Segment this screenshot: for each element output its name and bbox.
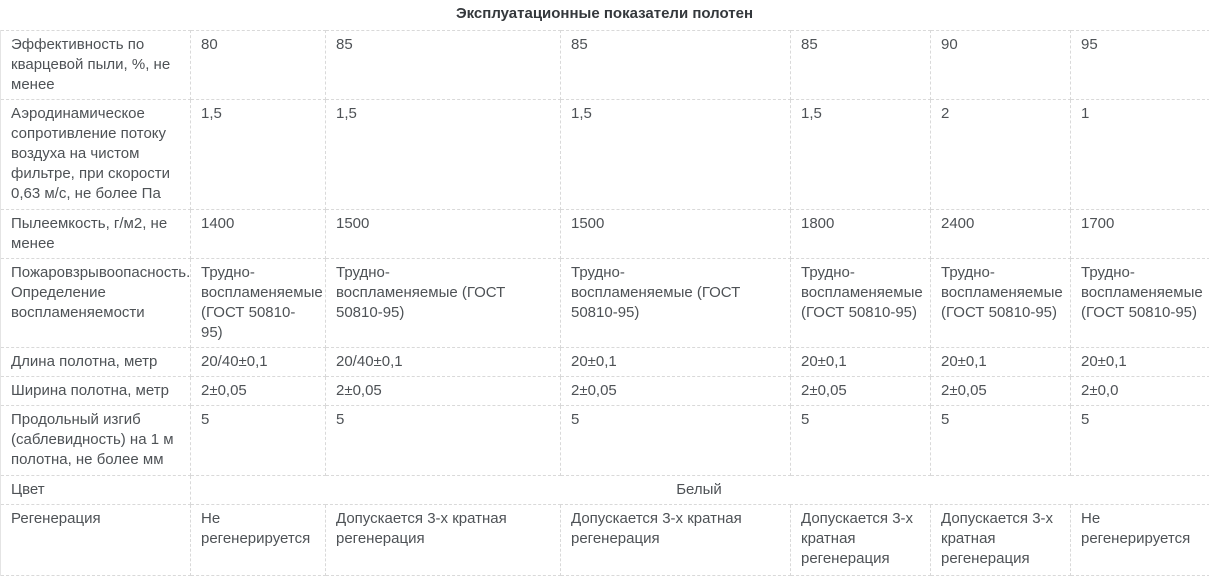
cell-value: Трудно- воспламеняемые (ГОСТ 50810-95) <box>1071 259 1209 348</box>
properties-table: Эффективность по кварцевой пыли, %, не м… <box>0 30 1209 576</box>
cell-value: 5 <box>561 406 791 476</box>
table-row-length: Длина полотна, метр 20/40±0,1 20/40±0,1 … <box>1 348 1209 377</box>
cell-value: 5 <box>931 406 1071 476</box>
row-label: Регенерация <box>1 505 191 576</box>
cell-value: 20/40±0,1 <box>326 348 561 377</box>
cell-value: 90 <box>931 31 1071 100</box>
row-label: Пылеемкость, г/м2, не менее <box>1 210 191 259</box>
page-title: Эксплуатационные показатели полотен <box>0 0 1209 30</box>
cell-value: 1400 <box>191 210 326 259</box>
cell-value: 2±0,05 <box>561 377 791 406</box>
table-row-efficiency: Эффективность по кварцевой пыли, %, не м… <box>1 31 1209 100</box>
cell-value: Трудно- воспламеняемые (ГОСТ 50810-95) <box>931 259 1071 348</box>
cell-value: 1,5 <box>561 100 791 210</box>
table-row-dust-capacity: Пылеемкость, г/м2, не менее 1400 1500 15… <box>1 210 1209 259</box>
cell-value: Не регенерируется <box>1071 505 1209 576</box>
cell-value: 2 <box>931 100 1071 210</box>
cell-value: 80 <box>191 31 326 100</box>
cell-value: Трудно- воспламеняемые (ГОСТ 50810-95) <box>561 259 791 348</box>
cell-value: 1,5 <box>191 100 326 210</box>
cell-value: 5 <box>1071 406 1209 476</box>
cell-value: Допускается 3-х кратная регенерация <box>561 505 791 576</box>
table-row-aerodynamic-resistance: Аэродинамическое сопротивление потоку во… <box>1 100 1209 210</box>
table-row-color: Цвет Белый <box>1 476 1209 505</box>
cell-value: 1 <box>1071 100 1209 210</box>
cell-value: 2±0,05 <box>191 377 326 406</box>
cell-value-merged: Белый <box>191 476 1209 505</box>
cell-value: 1,5 <box>791 100 931 210</box>
cell-value: 2±0,05 <box>931 377 1071 406</box>
cell-value: 1800 <box>791 210 931 259</box>
row-label: Продольный изгиб (саблевидность) на 1 м … <box>1 406 191 476</box>
cell-value: Трудно- воспламеняемые (ГОСТ 50810-95) <box>326 259 561 348</box>
table-row-regeneration: Регенерация Не регенерируется Допускаетс… <box>1 505 1209 576</box>
row-label: Эффективность по кварцевой пыли, %, не м… <box>1 31 191 100</box>
row-label: Цвет <box>1 476 191 505</box>
cell-value: 20±0,1 <box>791 348 931 377</box>
row-label: Аэродинамическое сопротивление потоку во… <box>1 100 191 210</box>
cell-value: 5 <box>791 406 931 476</box>
cell-value: 2±0,0 <box>1071 377 1209 406</box>
cell-value: Не регенерируется <box>191 505 326 576</box>
table-row-fire-hazard: Пожаровзрывоопасность. Определение воспл… <box>1 259 1209 348</box>
cell-value: 85 <box>326 31 561 100</box>
row-label: Длина полотна, метр <box>1 348 191 377</box>
cell-value: 20±0,1 <box>1071 348 1209 377</box>
cell-value: 1500 <box>326 210 561 259</box>
cell-value: 85 <box>791 31 931 100</box>
cell-value: Допускается 3-х кратная регенерация <box>931 505 1071 576</box>
table-row-longitudinal-bend: Продольный изгиб (саблевидность) на 1 м … <box>1 406 1209 476</box>
cell-value: 1,5 <box>326 100 561 210</box>
cell-value: 1500 <box>561 210 791 259</box>
row-label: Ширина полотна, метр <box>1 377 191 406</box>
cell-value: 5 <box>191 406 326 476</box>
cell-value: Допускается 3-х кратная регенерация <box>326 505 561 576</box>
cell-value: Трудно- воспламеняемые (ГОСТ 50810-95) <box>191 259 326 348</box>
cell-value: 2±0,05 <box>791 377 931 406</box>
cell-value: 2400 <box>931 210 1071 259</box>
cell-value: 2±0,05 <box>326 377 561 406</box>
cell-value: 1700 <box>1071 210 1209 259</box>
table-row-width: Ширина полотна, метр 2±0,05 2±0,05 2±0,0… <box>1 377 1209 406</box>
cell-value: 95 <box>1071 31 1209 100</box>
cell-value: 20±0,1 <box>561 348 791 377</box>
cell-value: Трудно- воспламеняемые (ГОСТ 50810-95) <box>791 259 931 348</box>
cell-value: 20±0,1 <box>931 348 1071 377</box>
row-label: Пожаровзрывоопасность. Определение воспл… <box>1 259 191 348</box>
cell-value: 85 <box>561 31 791 100</box>
cell-value: Допускается 3-х кратная регенерация <box>791 505 931 576</box>
cell-value: 20/40±0,1 <box>191 348 326 377</box>
cell-value: 5 <box>326 406 561 476</box>
